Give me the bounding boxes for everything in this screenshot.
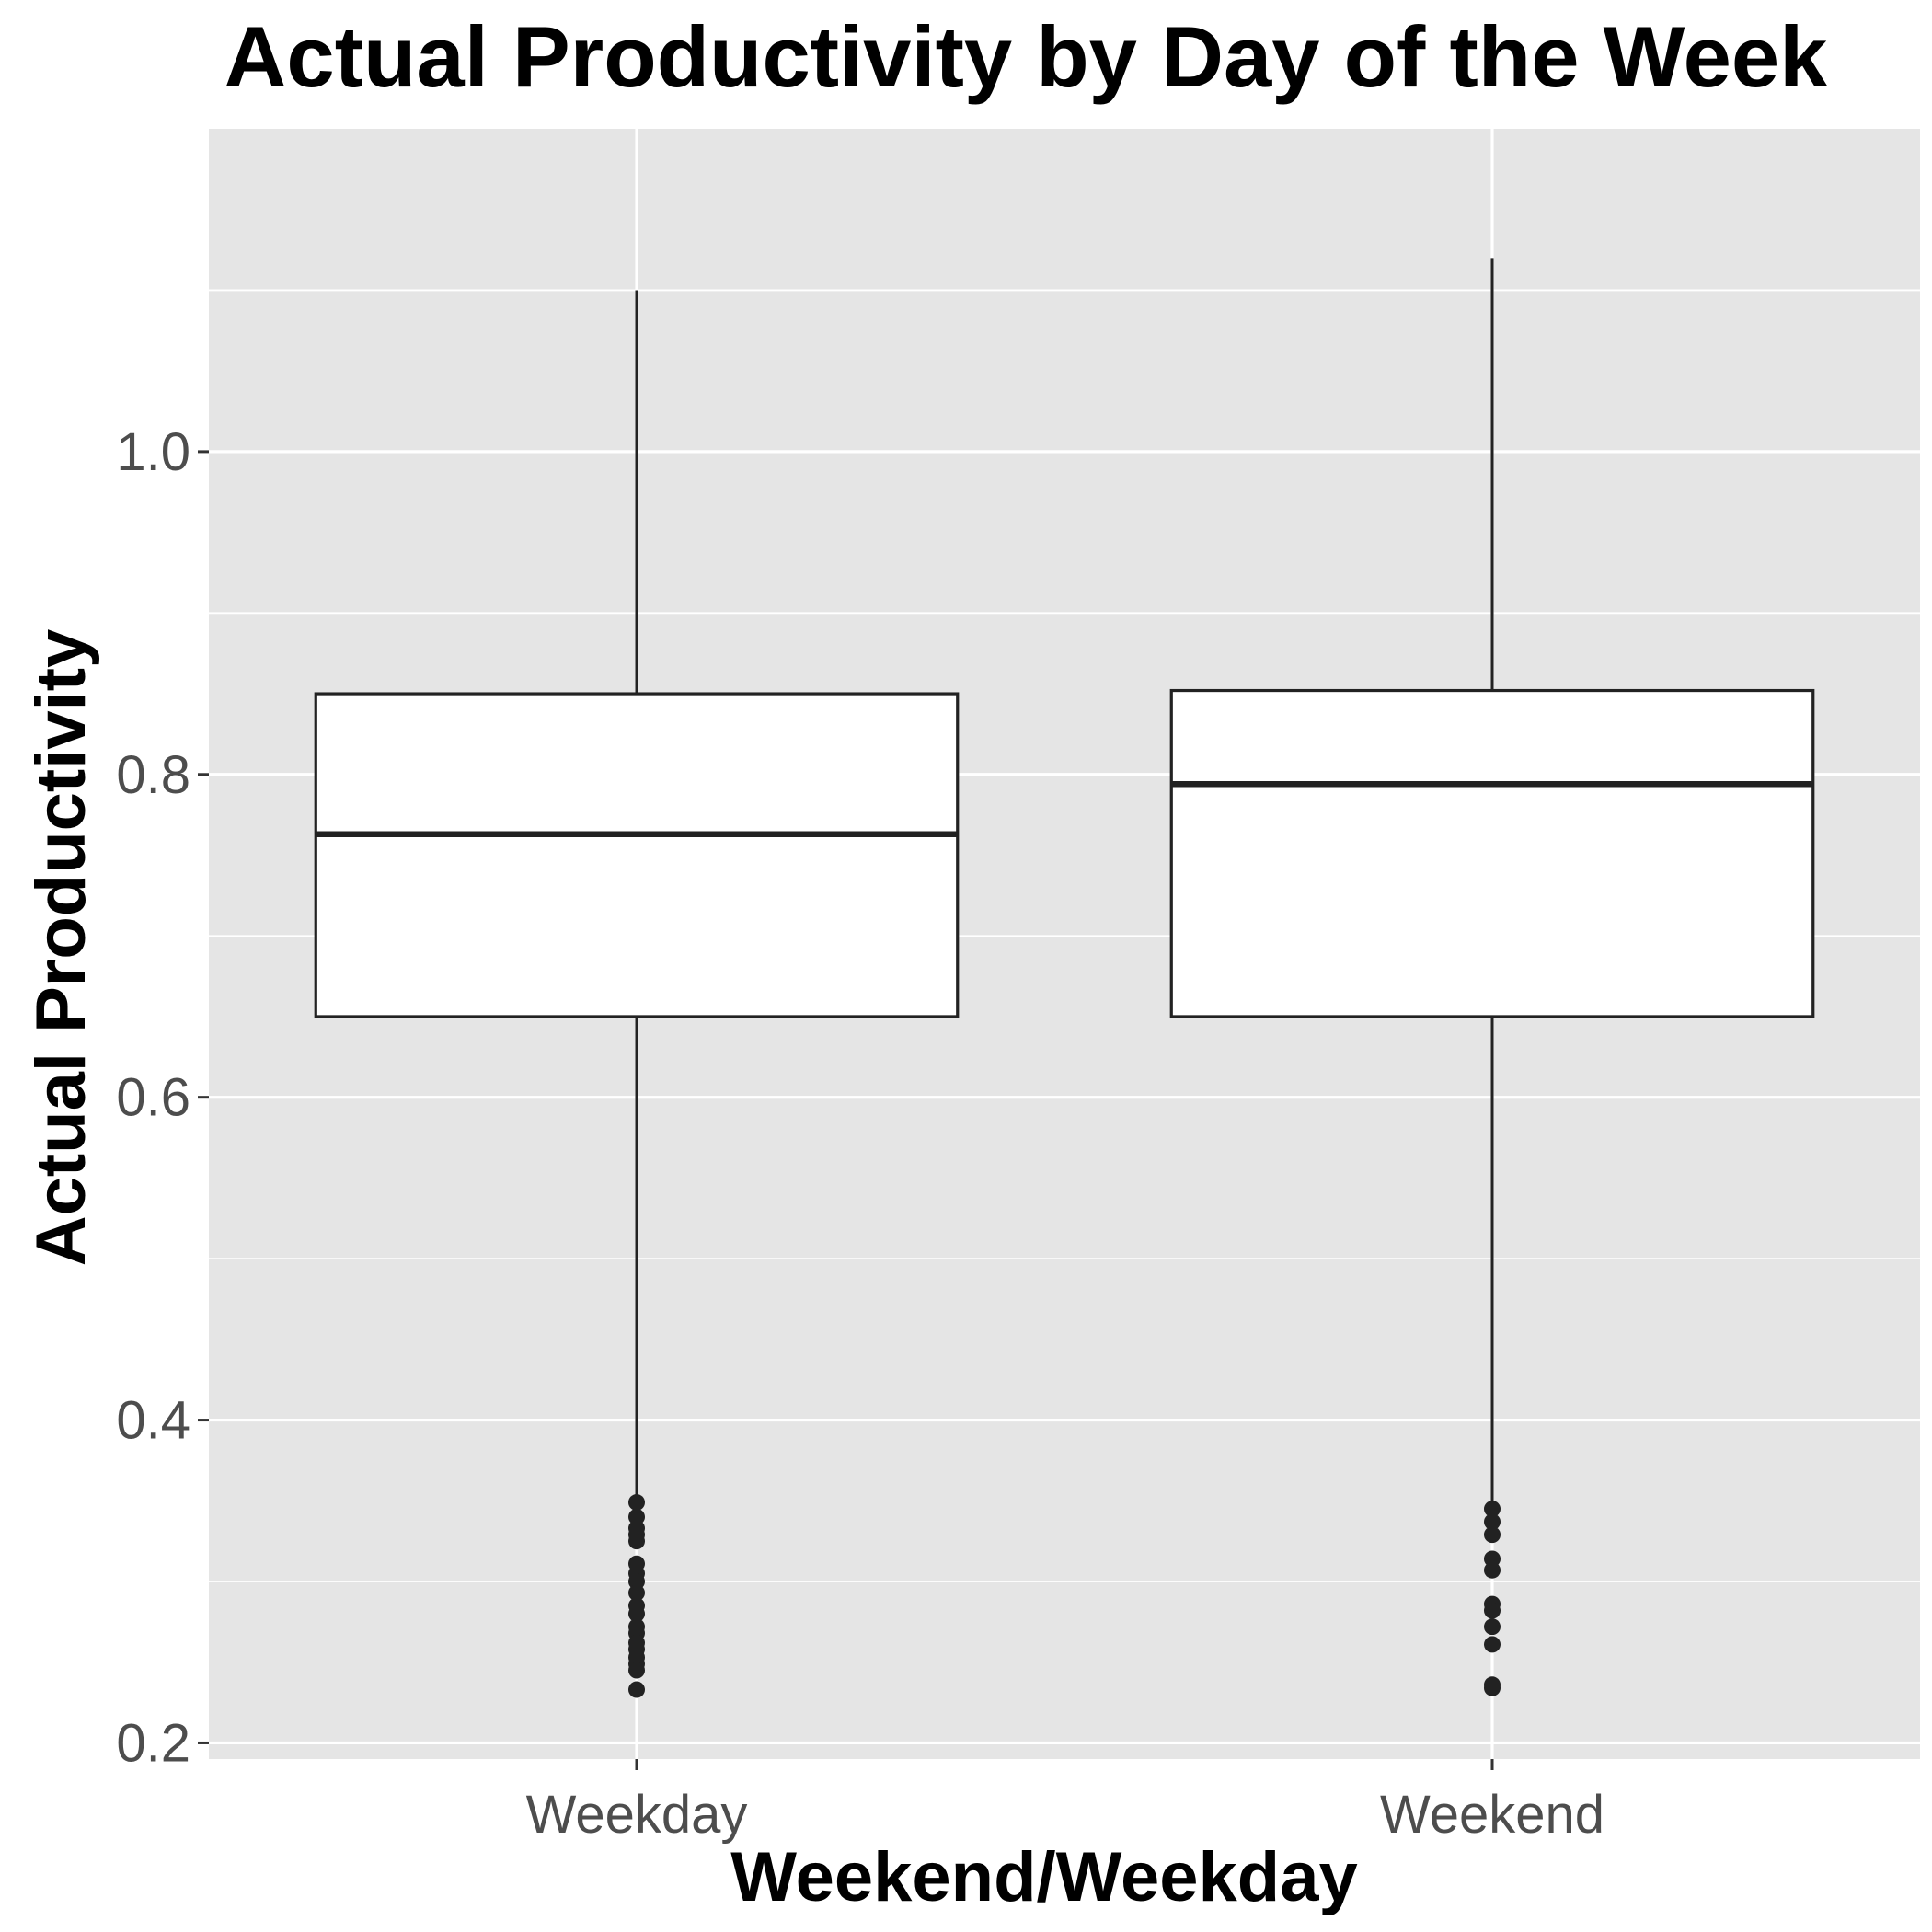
y-tick-label: 0.8 [116, 745, 190, 805]
x-axis: Weekday Weekend [526, 1759, 1604, 1845]
y-axis: 0.2 0.4 0.6 0.8 1.0 [116, 422, 209, 1773]
boxes [314, 258, 1815, 1698]
x-tick-label: Weekday [526, 1785, 748, 1845]
outlier-point [628, 1494, 645, 1512]
y-tick-label: 0.4 [116, 1391, 190, 1451]
outlier-point [1484, 1526, 1501, 1544]
outlier-point [628, 1533, 645, 1550]
outlier-point [628, 1662, 645, 1679]
outlier-point [1484, 1602, 1501, 1619]
outlier-point [1484, 1636, 1501, 1653]
outlier-point [1484, 1513, 1501, 1531]
x-tick-label: Weekend [1380, 1785, 1604, 1845]
outlier-point [1484, 1679, 1501, 1696]
y-tick-label: 1.0 [116, 422, 190, 482]
outlier-point [1484, 1501, 1501, 1518]
chart-title: Actual Productivity by Day of the Week [224, 8, 1829, 105]
y-tick-label: 0.2 [116, 1713, 190, 1773]
iqr-box [314, 692, 960, 1018]
x-axis-title: Weekend/Weekday [730, 1838, 1358, 1916]
y-tick-label: 0.6 [116, 1068, 190, 1128]
outlier-point [628, 1681, 645, 1698]
outlier-point [1484, 1561, 1501, 1579]
box-weekday [314, 290, 960, 1698]
outlier-point [628, 1584, 645, 1602]
box-weekend [1169, 258, 1815, 1696]
iqr-box [1169, 688, 1815, 1018]
outlier-point [628, 1605, 645, 1623]
y-axis-title: Actual Productivity [22, 629, 100, 1267]
outlier-point [1484, 1618, 1501, 1636]
